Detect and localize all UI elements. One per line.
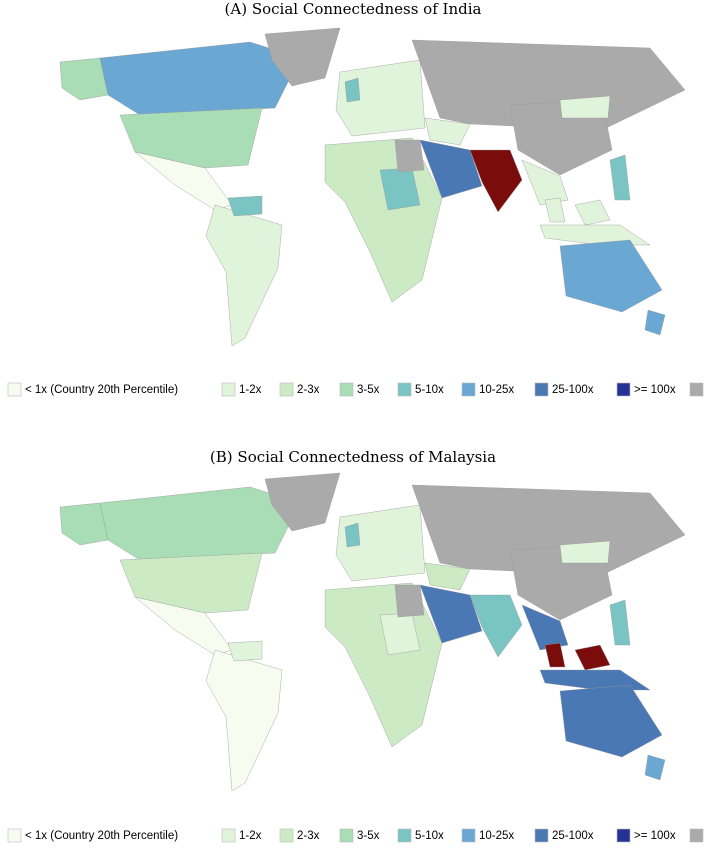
legend-label: 25-100x xyxy=(552,830,594,842)
country xyxy=(119,107,263,169)
legend-swatch xyxy=(221,828,236,843)
country xyxy=(544,197,566,223)
country xyxy=(559,95,611,119)
country xyxy=(394,584,425,618)
legend-label: >= 100x xyxy=(634,830,676,842)
legend: < 1x (Country 20th Percentile) 1-2x 2-3x 3-… xyxy=(7,382,704,397)
legend-label: < 1x (Country 20th Percentile) xyxy=(25,830,178,842)
country xyxy=(644,309,666,336)
legend-swatch xyxy=(689,382,704,397)
country xyxy=(559,540,611,564)
legend-swatch xyxy=(616,382,631,397)
country xyxy=(264,27,341,87)
country xyxy=(544,642,566,668)
map-title: (B) Social Connectedness of Malaysia xyxy=(210,448,496,466)
legend-swatch xyxy=(7,828,22,843)
legend-label: 3-5x xyxy=(357,830,380,842)
legend-label: 2-3x xyxy=(297,830,320,842)
country xyxy=(119,552,263,614)
country xyxy=(559,239,663,313)
legend-label: >= 100x xyxy=(634,384,676,396)
country xyxy=(521,604,569,651)
legend-swatch xyxy=(534,382,549,397)
legend-swatch xyxy=(339,828,354,843)
legend-swatch xyxy=(221,382,236,397)
world-map: < 1x (Country 20th Percentile) 1-2x 2-3x 3-… xyxy=(7,472,704,843)
legend-swatch xyxy=(279,382,294,397)
country xyxy=(59,57,109,101)
country xyxy=(539,224,651,246)
legend-label: 10-25x xyxy=(479,830,514,842)
legend-swatch xyxy=(461,828,476,843)
legend-label: 25-100x xyxy=(552,384,594,396)
legend-label: < 1x (Country 20th Percentile) xyxy=(25,384,178,396)
country xyxy=(324,582,443,748)
country xyxy=(574,199,611,226)
country xyxy=(609,599,631,646)
legend-label: 1-2x xyxy=(239,384,262,396)
country xyxy=(344,77,361,103)
legend-swatch xyxy=(397,382,412,397)
legend-swatch xyxy=(397,828,412,843)
legend-swatch xyxy=(616,828,631,843)
country xyxy=(205,204,283,347)
legend-swatch xyxy=(689,828,704,843)
legend-swatch xyxy=(7,382,22,397)
legend-label: 5-10x xyxy=(415,830,444,842)
country xyxy=(344,522,361,548)
legend-label: 2-3x xyxy=(297,384,320,396)
legend-swatch xyxy=(279,828,294,843)
legend-swatch xyxy=(534,828,549,843)
legend-swatch xyxy=(339,382,354,397)
country xyxy=(424,117,471,146)
legend-swatch xyxy=(461,382,476,397)
country xyxy=(424,562,471,591)
country xyxy=(644,754,666,781)
country xyxy=(539,669,651,691)
country xyxy=(419,139,483,199)
country xyxy=(59,502,109,546)
country xyxy=(469,594,523,658)
country xyxy=(419,584,483,644)
legend-label: 10-25x xyxy=(479,384,514,396)
country xyxy=(609,154,631,201)
country xyxy=(469,149,523,213)
country xyxy=(394,139,425,173)
country xyxy=(99,486,301,561)
country xyxy=(205,649,283,792)
country xyxy=(264,472,341,532)
legend-label: 3-5x xyxy=(357,384,380,396)
world-map: < 1x (Country 20th Percentile) 1-2x 2-3x 3-… xyxy=(7,27,704,397)
country xyxy=(324,137,443,303)
legend: < 1x (Country 20th Percentile) 1-2x 2-3x 3-… xyxy=(7,828,704,843)
country xyxy=(227,640,263,662)
map-title: (A) Social Connectedness of India xyxy=(225,0,482,18)
country xyxy=(574,644,611,671)
legend-label: 1-2x xyxy=(239,830,262,842)
country xyxy=(559,684,663,758)
country xyxy=(521,159,569,206)
country xyxy=(99,41,301,116)
country xyxy=(227,195,263,217)
legend-label: 5-10x xyxy=(415,384,444,396)
